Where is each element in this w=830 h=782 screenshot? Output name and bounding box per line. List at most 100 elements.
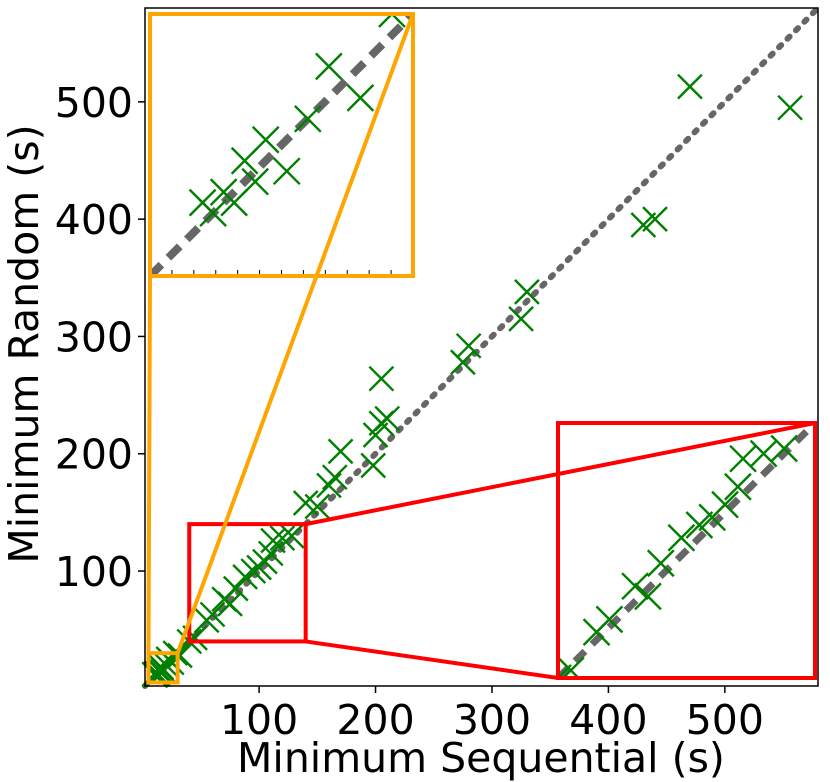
data-point-mark	[777, 94, 803, 121]
data-point-mark	[188, 188, 217, 217]
zoom-inset-red-content	[558, 423, 815, 678]
axes-layer: 100 200 300 400 500 100 200 300 400 500	[55, 7, 819, 744]
data-points-layer	[141, 73, 803, 689]
data-point	[316, 472, 342, 499]
zoom-connector-red	[305, 639, 559, 680]
zoom-connector-red	[305, 421, 816, 527]
data-point-mark	[211, 586, 238, 613]
data-point-mark	[450, 349, 476, 376]
data-point-mark	[269, 525, 296, 552]
data-point-mark	[246, 554, 272, 581]
data-point-mark	[630, 212, 657, 238]
x-tick-label: 300	[453, 696, 531, 744]
zoom-inset-box-red	[556, 421, 817, 680]
zoom-inset-red-point	[634, 582, 662, 611]
data-point	[321, 464, 348, 491]
data-point-mark	[667, 523, 696, 552]
data-point-mark	[646, 549, 675, 578]
data-point-mark	[230, 146, 259, 175]
zoom-inset-box-orange	[148, 12, 415, 278]
x-axis-label: Minimum Sequential (s)	[237, 734, 725, 782]
data-point-mark	[421, 22, 447, 48]
data-point-mark	[314, 52, 343, 81]
data-point-mark	[698, 503, 727, 532]
data-point-mark	[346, 83, 375, 112]
data-point	[193, 607, 220, 634]
data-point	[450, 349, 476, 376]
data-point-mark	[729, 444, 757, 473]
zoom-inset-red-point	[724, 472, 752, 501]
reference-line	[142, 5, 821, 689]
data-point-mark	[582, 618, 611, 646]
data-point	[278, 523, 305, 549]
data-point	[327, 438, 354, 465]
data-point	[777, 94, 803, 121]
zoom-connector-orange	[146, 275, 152, 654]
zoom-inset-red-point	[558, 656, 585, 678]
data-point-mark	[685, 511, 714, 539]
data-point-mark	[232, 564, 258, 590]
plot-frame	[144, 7, 819, 687]
zoom-inset-red-point	[698, 503, 727, 532]
data-point	[360, 452, 387, 479]
y-tick-label: 500	[55, 79, 133, 127]
data-point-mark	[360, 452, 387, 479]
data-point-mark	[378, 14, 406, 28]
data-point-mark	[368, 365, 395, 392]
data-point	[514, 279, 540, 305]
data-point	[292, 490, 319, 516]
zoom-source-box-orange	[146, 651, 180, 685]
zoom-source-box-red	[187, 522, 308, 644]
y-axis-label: Minimum Random (s)	[0, 124, 48, 563]
data-point-mark	[724, 472, 752, 501]
zoom-inset-orange-content	[150, 14, 447, 276]
x-tick-label: 400	[569, 696, 647, 744]
data-point-mark	[677, 73, 703, 100]
zoom-inset-orange-reference-line	[150, 14, 413, 276]
data-point-mark	[292, 490, 319, 516]
data-point-mark	[327, 438, 354, 465]
zoom-inset-red-point	[770, 434, 799, 463]
zoom-inset-orange-point	[378, 14, 406, 28]
data-point-mark	[621, 572, 649, 601]
x-tick-label: 500	[686, 696, 764, 744]
x-tick-label: 100	[220, 696, 298, 744]
data-point-mark	[362, 422, 389, 448]
data-point	[269, 525, 296, 552]
data-point-mark	[558, 664, 572, 678]
y-tick-label: 300	[55, 313, 133, 361]
data-point-mark	[770, 434, 799, 463]
y-tick-label: 100	[55, 548, 133, 596]
data-point-mark	[293, 104, 322, 133]
zoom-inset-red-point	[667, 523, 696, 552]
data-point	[211, 586, 238, 613]
data-point-mark	[514, 279, 540, 305]
data-point	[368, 365, 395, 392]
zoom-inset-red-point	[729, 444, 757, 473]
zoom-inset-orange-clipped	[150, 14, 447, 276]
data-point	[362, 422, 389, 448]
zoom-inset-orange-point	[421, 22, 447, 48]
zoom-inset-orange-point	[346, 83, 375, 112]
data-point	[508, 305, 534, 332]
zoom-inset-red-point	[685, 511, 714, 539]
zoom-inset-orange-point	[209, 178, 238, 207]
data-point-mark	[558, 656, 585, 678]
data-point	[246, 554, 272, 581]
zoom-inset-red-point	[582, 618, 611, 646]
reference-line-layer	[142, 5, 821, 689]
zoom-inset-red-clipped	[558, 423, 815, 678]
x-tick-label: 200	[336, 696, 414, 744]
data-point-mark	[508, 305, 534, 332]
zoom-inset-orange-point	[272, 157, 301, 186]
zoom-inset-red-point	[621, 572, 649, 601]
data-point-mark	[634, 582, 662, 611]
data-point-mark	[209, 178, 238, 207]
zoom-boxes-layer	[146, 12, 817, 685]
zoom-connector-orange	[175, 13, 415, 654]
zoom-inset-orange-point	[188, 188, 217, 217]
data-point-mark	[316, 472, 342, 499]
data-point-mark	[749, 439, 778, 468]
data-point-mark	[321, 464, 348, 491]
